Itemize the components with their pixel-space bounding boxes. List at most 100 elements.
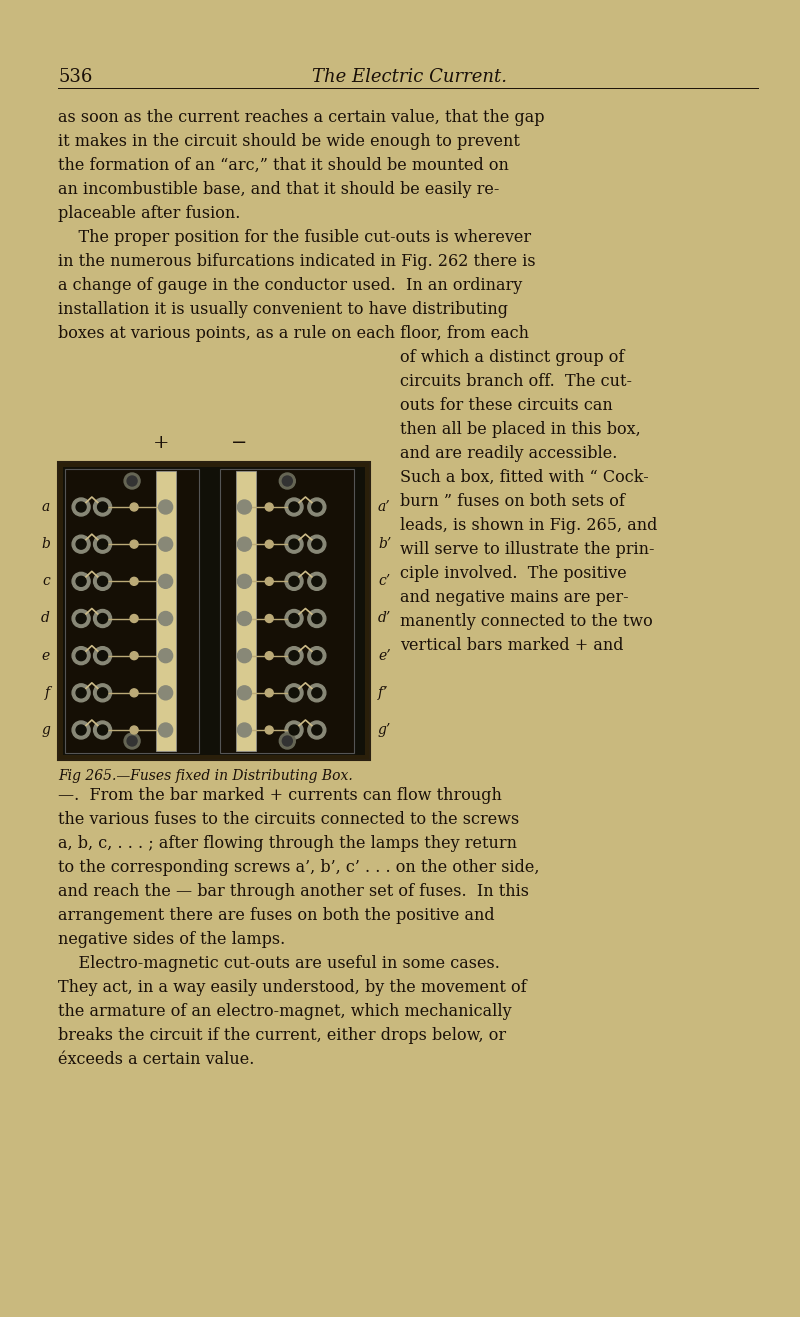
Bar	[156, 471, 176, 751]
Circle shape	[72, 573, 90, 590]
Circle shape	[285, 535, 303, 553]
Circle shape	[312, 651, 322, 661]
Circle shape	[94, 535, 111, 553]
Text: of which a distinct group of: of which a distinct group of	[400, 349, 624, 366]
Circle shape	[72, 647, 90, 665]
Circle shape	[308, 573, 326, 590]
Text: in the numerous bifurcations indicated in Fig. 262 there is: in the numerous bifurcations indicated i…	[58, 253, 536, 270]
Text: an incombustible base, and that it should be easily re-: an incombustible base, and that it shoul…	[58, 180, 499, 198]
Circle shape	[76, 687, 86, 698]
Bar	[58, 462, 370, 760]
Circle shape	[238, 574, 251, 589]
Text: They act, in a way easily understood, by the movement of: They act, in a way easily understood, by…	[58, 979, 526, 996]
Text: as soon as the current reaches a certain value, that the gap: as soon as the current reaches a certain…	[58, 109, 545, 126]
Circle shape	[130, 689, 138, 697]
Circle shape	[94, 647, 111, 665]
Circle shape	[98, 651, 107, 661]
Circle shape	[94, 573, 111, 590]
Circle shape	[289, 577, 299, 586]
Circle shape	[72, 610, 90, 627]
Circle shape	[72, 720, 90, 739]
Circle shape	[266, 652, 274, 660]
Text: the armature of an electro-magnet, which mechanically: the armature of an electro-magnet, which…	[58, 1004, 512, 1019]
Text: and negative mains are per-: and negative mains are per-	[400, 589, 629, 606]
Text: leads, is shown in Fig. 265, and: leads, is shown in Fig. 265, and	[400, 518, 658, 533]
Circle shape	[312, 502, 322, 512]
Circle shape	[285, 573, 303, 590]
Circle shape	[158, 574, 173, 589]
Circle shape	[76, 502, 86, 512]
Circle shape	[279, 734, 295, 749]
Circle shape	[238, 611, 251, 626]
Circle shape	[238, 686, 251, 699]
Text: outs for these circuits can: outs for these circuits can	[400, 396, 613, 414]
Text: vertical bars marked + and: vertical bars marked + and	[400, 637, 623, 655]
Circle shape	[98, 614, 107, 623]
Circle shape	[266, 503, 274, 511]
Text: c: c	[42, 574, 50, 589]
Circle shape	[98, 724, 107, 735]
Circle shape	[76, 651, 86, 661]
Text: arrangement there are fuses on both the positive and: arrangement there are fuses on both the …	[58, 907, 494, 925]
Circle shape	[238, 723, 251, 738]
Circle shape	[130, 577, 138, 585]
Text: Fig 265.—Fuses fixed in Distributing Box.: Fig 265.—Fuses fixed in Distributing Box…	[58, 769, 353, 784]
Text: f’: f’	[378, 686, 389, 699]
Circle shape	[127, 736, 137, 745]
Circle shape	[130, 503, 138, 511]
Circle shape	[312, 614, 322, 623]
Text: a: a	[42, 500, 50, 514]
Text: a change of gauge in the conductor used.  In an ordinary: a change of gauge in the conductor used.…	[58, 277, 522, 294]
Circle shape	[158, 537, 173, 552]
Circle shape	[285, 647, 303, 665]
Circle shape	[308, 684, 326, 702]
Circle shape	[285, 720, 303, 739]
Text: b: b	[41, 537, 50, 552]
Bar	[220, 469, 354, 753]
Text: g: g	[41, 723, 50, 738]
Circle shape	[98, 539, 107, 549]
Circle shape	[308, 647, 326, 665]
Text: —.  From the bar marked + currents can flow through: —. From the bar marked + currents can fl…	[58, 788, 502, 803]
Text: boxes at various points, as a rule on each floor, from each: boxes at various points, as a rule on ea…	[58, 325, 529, 342]
Circle shape	[285, 684, 303, 702]
Text: d’: d’	[378, 611, 391, 626]
Circle shape	[289, 651, 299, 661]
Text: éxceeds a certain value.: éxceeds a certain value.	[58, 1051, 254, 1068]
Text: placeable after fusion.: placeable after fusion.	[58, 205, 240, 223]
Text: burn ” fuses on both sets of: burn ” fuses on both sets of	[400, 493, 625, 510]
Circle shape	[308, 610, 326, 627]
Circle shape	[308, 720, 326, 739]
Circle shape	[72, 535, 90, 553]
Circle shape	[94, 720, 111, 739]
Text: a, b, c, . . . ; after flowing through the lamps they return: a, b, c, . . . ; after flowing through t…	[58, 835, 517, 852]
Circle shape	[124, 473, 140, 489]
Circle shape	[289, 724, 299, 735]
Circle shape	[130, 615, 138, 623]
Circle shape	[76, 577, 86, 586]
Text: breaks the circuit if the current, either drops below, or: breaks the circuit if the current, eithe…	[58, 1027, 506, 1044]
Text: negative sides of the lamps.: negative sides of the lamps.	[58, 931, 286, 948]
Circle shape	[94, 498, 111, 516]
Circle shape	[158, 500, 173, 514]
Text: it makes in the circuit should be wide enough to prevent: it makes in the circuit should be wide e…	[58, 133, 520, 150]
Text: circuits branch off.  The cut-: circuits branch off. The cut-	[400, 373, 632, 390]
Circle shape	[266, 577, 274, 585]
Circle shape	[266, 726, 274, 734]
Circle shape	[282, 475, 292, 486]
Circle shape	[130, 540, 138, 548]
Circle shape	[266, 540, 274, 548]
Circle shape	[94, 610, 111, 627]
Text: manently connected to the two: manently connected to the two	[400, 612, 653, 630]
Circle shape	[282, 736, 292, 745]
Text: +: +	[153, 435, 170, 452]
Text: Electro-magnetic cut-outs are useful in some cases.: Electro-magnetic cut-outs are useful in …	[58, 955, 500, 972]
Circle shape	[312, 577, 322, 586]
Text: a’: a’	[378, 500, 390, 514]
Circle shape	[238, 500, 251, 514]
Text: b’: b’	[378, 537, 391, 552]
Circle shape	[266, 689, 274, 697]
Circle shape	[158, 649, 173, 662]
Circle shape	[124, 734, 140, 749]
Text: 536: 536	[58, 68, 92, 86]
